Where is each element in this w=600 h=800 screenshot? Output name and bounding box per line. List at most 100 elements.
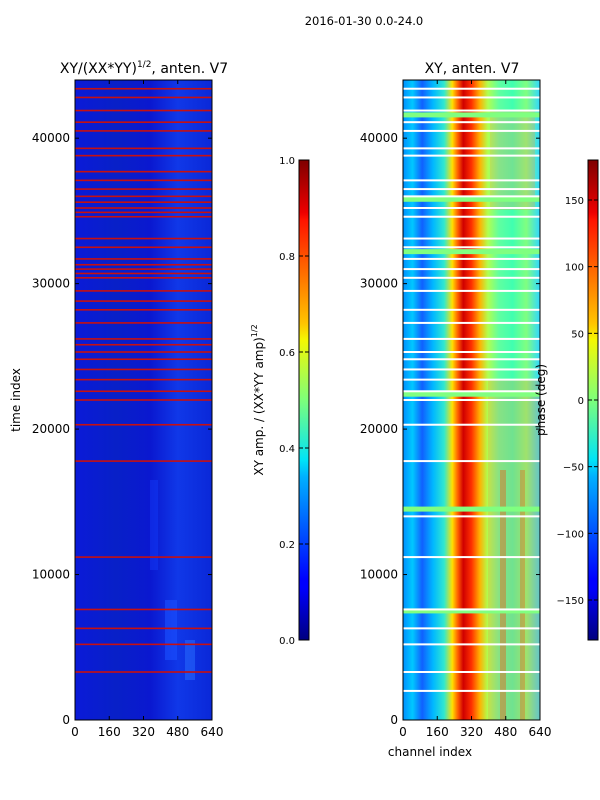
amp-ytick-label: 30000 xyxy=(32,277,70,291)
phase-flagged-row xyxy=(403,671,540,673)
amp-flagged-row xyxy=(75,147,212,150)
amp-colorbar-scale xyxy=(298,159,310,641)
amp-flagged-row xyxy=(75,338,212,340)
phase-flagged-row xyxy=(403,358,540,361)
amp-flagged-row xyxy=(75,170,212,173)
amp-heatmap-patch xyxy=(150,480,158,570)
amp-flagged-row xyxy=(75,627,212,630)
phase-colorbar-tick-label: −100 xyxy=(557,529,584,540)
phase-panel-title: XY, anten. V7 xyxy=(425,61,520,77)
phase-flagged-row xyxy=(403,460,540,463)
phase-heatmap-patch xyxy=(490,110,535,210)
phase-flagged-row xyxy=(403,399,540,401)
phase-flagged-row xyxy=(403,643,540,646)
phase-green-row xyxy=(403,249,540,255)
figure-suptitle: 2016-01-30 0.0-24.0 xyxy=(305,14,424,28)
amp-colorbar-ticks: 0.0 0.2 0.4 0.6 0.8 1.0 xyxy=(279,156,309,647)
phase-flagged-row xyxy=(403,556,540,559)
phase-flagged-row xyxy=(403,627,540,630)
amp-flagged-row xyxy=(75,608,212,611)
phase-ytick-label: 30000 xyxy=(360,277,398,291)
phase-flagged-row xyxy=(403,321,540,324)
phase-xtick-label: 320 xyxy=(460,725,483,739)
amp-xtick-label: 480 xyxy=(166,725,189,739)
amp-flagged-row xyxy=(75,309,212,311)
phase-green-row xyxy=(403,196,540,202)
amp-xtick-label: 640 xyxy=(201,725,224,739)
amp-flagged-row xyxy=(75,237,212,240)
phase-flagged-row xyxy=(403,308,540,311)
phase-ytick-label: 40000 xyxy=(360,131,398,145)
phase-flagged-row xyxy=(403,147,540,150)
amp-flagged-row xyxy=(75,423,212,426)
amp-flagged-row xyxy=(75,201,212,203)
phase-xlabel: channel index xyxy=(388,745,472,759)
phase-flagged-row xyxy=(403,689,540,692)
amp-colorbar-tick-label: 0.8 xyxy=(279,252,295,263)
amp-ytick-label: 10000 xyxy=(32,568,70,582)
amp-flagged-row xyxy=(75,351,212,353)
phase-flagged-row xyxy=(403,195,540,198)
amp-flagged-row xyxy=(75,96,212,99)
amp-x-axis: 0 160 320 480 640 xyxy=(71,80,223,739)
amp-panel-title: XY/(XX*YY)1/2, anten. V7 xyxy=(60,60,228,77)
phase-flagged-row xyxy=(403,289,540,292)
amp-flagged-row xyxy=(75,290,212,292)
phase-ytick-label: 10000 xyxy=(360,568,398,582)
phase-flagged-row xyxy=(403,351,540,353)
phase-flagged-row xyxy=(403,188,540,191)
amp-ytick-label: 20000 xyxy=(32,422,70,436)
amp-heatmap-patch xyxy=(185,640,195,680)
phase-green-row xyxy=(403,112,540,118)
phase-green-rows xyxy=(403,112,540,614)
amp-flagged-row xyxy=(75,268,212,270)
amp-colorbar-tick-label: 0.2 xyxy=(279,540,295,551)
phase-y-axis: 0 10000 20000 30000 40000 xyxy=(360,131,540,727)
phase-flagged-rows xyxy=(403,87,540,692)
amp-flagged-row xyxy=(75,207,212,209)
amp-colorbar-tick-label: 1.0 xyxy=(279,156,295,167)
amp-flagged-row xyxy=(75,368,212,371)
phase-flagged-row xyxy=(403,608,540,611)
amp-colorbar-label: XY amp. / (XX*YY amp)1/2 xyxy=(250,324,266,475)
amp-flagged-row xyxy=(75,399,212,401)
phase-colorbar-tick-label: −50 xyxy=(563,463,584,474)
phase-flagged-row xyxy=(403,378,540,381)
amp-colorbar-tick-label: 0.6 xyxy=(279,348,295,359)
phase-ytick-label: 20000 xyxy=(360,422,398,436)
amp-xtick-label: 0 xyxy=(71,725,79,739)
phase-flagged-row xyxy=(403,257,540,260)
amp-ytick-label: 0 xyxy=(62,713,70,727)
amp-flagged-row xyxy=(75,258,212,260)
phase-green-row xyxy=(403,608,540,614)
amp-flagged-row xyxy=(75,460,212,462)
phase-colorbar-tick-label: −150 xyxy=(557,596,584,607)
phase-flagged-row xyxy=(403,337,540,340)
amp-flagged-row xyxy=(75,556,212,558)
phase-colorbar-label: phase (deg) xyxy=(534,364,548,436)
amp-ylabel: time index xyxy=(9,368,23,432)
amp-flagged-row xyxy=(75,188,212,190)
amp-flagged-row xyxy=(75,358,212,361)
phase-heatmap-patch xyxy=(500,470,506,720)
phase-xtick-label: 480 xyxy=(494,725,517,739)
amp-flagged-row xyxy=(75,87,212,90)
phase-colorbar-tick-label: 0 xyxy=(578,396,584,407)
phase-panel: XY, anten. V7 0 160 320 480 640 0 10000 20000 3… xyxy=(360,61,552,759)
amp-flagged-rows xyxy=(75,87,212,673)
amp-flagged-row xyxy=(75,277,212,279)
phase-heatmap-patch xyxy=(488,380,540,720)
phase-colorbar-tick-label: 150 xyxy=(565,196,584,207)
amp-flagged-row xyxy=(75,671,212,673)
amp-y-axis: 0 10000 20000 30000 40000 xyxy=(32,131,212,727)
phase-xtick-label: 160 xyxy=(426,725,449,739)
amp-flagged-row xyxy=(75,272,212,275)
amp-flagged-row xyxy=(75,211,212,214)
phase-xtick-label: 640 xyxy=(529,725,552,739)
amp-flagged-row xyxy=(75,154,212,157)
amp-xtick-label: 320 xyxy=(132,725,155,739)
amp-flagged-row xyxy=(75,179,212,182)
amp-flagged-row xyxy=(75,343,212,346)
phase-colorbar-ticks: −150 −100 −50 0 50 100 150 xyxy=(557,196,598,607)
amp-flagged-row xyxy=(75,322,212,324)
